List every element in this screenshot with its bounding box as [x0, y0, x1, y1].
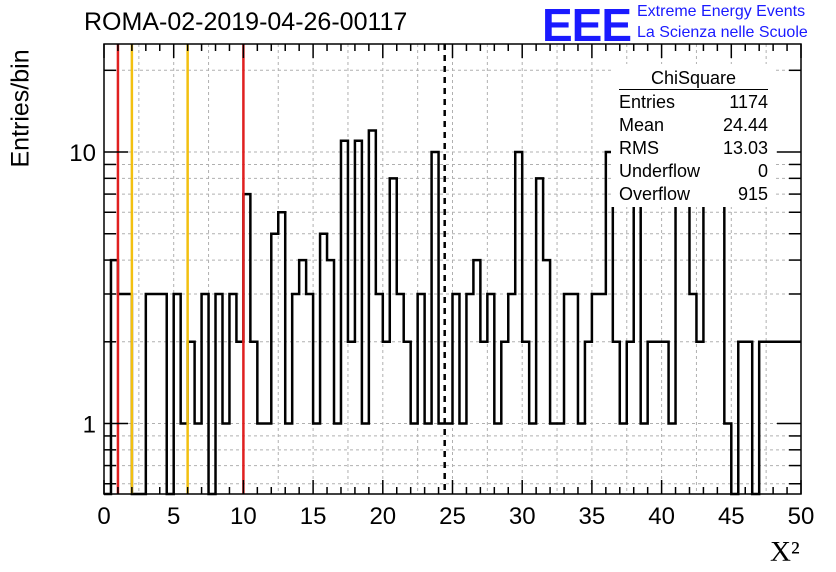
x-tick-label: 10: [230, 503, 257, 530]
stats-value: 13.03: [722, 138, 768, 158]
x-tick-label: 15: [300, 503, 327, 530]
stats-label: Mean: [619, 115, 665, 135]
eee-logo: EEE: [542, 0, 632, 51]
stats-label: Overflow: [619, 184, 691, 204]
logo-line-1: Extreme Energy Events: [637, 3, 806, 20]
x-tick-label: 50: [788, 503, 815, 530]
y-tick-label: 1: [83, 412, 96, 439]
stats-title: ChiSquare: [650, 68, 737, 88]
y-axis-label: Entries/bin: [6, 49, 35, 168]
stats-box: ChiSquare Entries 1174 Mean 24.44 RMS 13.03…: [611, 64, 776, 207]
y-tick-label: 10: [69, 140, 96, 167]
stats-value: 24.44: [722, 115, 768, 135]
stats-label: Underflow: [619, 161, 701, 181]
stats-value: 1174: [729, 92, 768, 112]
x-tick-label: 35: [579, 503, 606, 530]
x-tick-label: 0: [97, 503, 110, 530]
x-tick-label: 20: [369, 503, 396, 530]
x-tick-label: 30: [509, 503, 536, 530]
x-tick-label: 40: [648, 503, 675, 530]
stats-value: 915: [737, 184, 768, 204]
stats-divider: [619, 89, 768, 90]
logo-line-2: La Scienza nelle Scuole: [637, 24, 808, 41]
x-tick-label: 5: [167, 503, 180, 530]
x-axis-label: Χ²: [770, 536, 800, 568]
stats-value: 0: [757, 161, 768, 181]
x-tick-label: 25: [439, 503, 466, 530]
x-tick-label: 45: [718, 503, 745, 530]
stats-label: Entries: [619, 92, 676, 112]
chart-title: ROMA-02-2019-04-26-00117: [84, 8, 408, 36]
stats-label: RMS: [619, 138, 659, 158]
histogram-series: [104, 129, 801, 496]
